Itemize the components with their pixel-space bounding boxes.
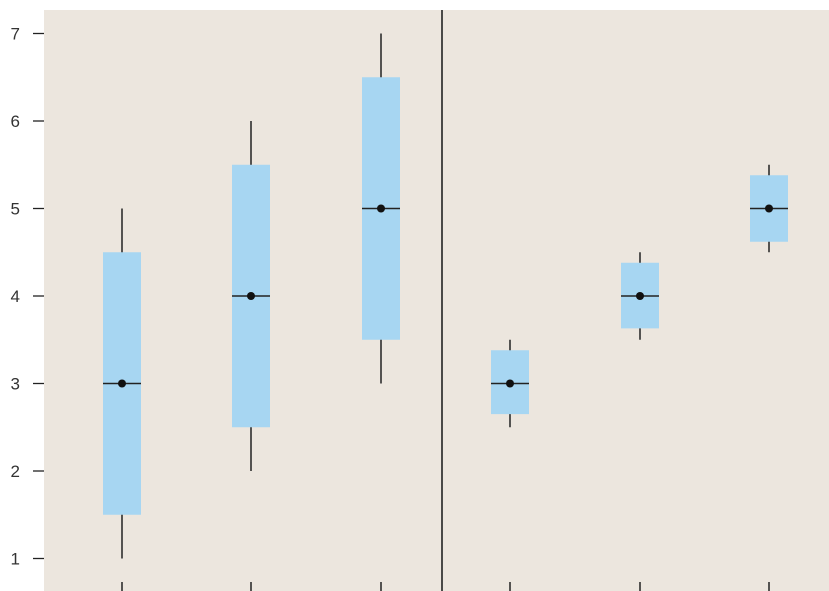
median-dot	[636, 292, 644, 300]
y-tick-label: 1	[11, 550, 20, 569]
y-tick-label: 2	[11, 462, 20, 481]
median-dot	[765, 204, 773, 213]
y-tick-label: 7	[11, 25, 20, 44]
median-dot	[118, 379, 126, 388]
median-dot	[506, 379, 514, 388]
median-dot	[377, 204, 385, 213]
box-2	[232, 121, 270, 471]
x-axis	[121, 582, 770, 591]
y-axis: 1 2 3 4 5 6 7	[11, 25, 44, 569]
box-3	[362, 33, 400, 384]
boxes-layer	[103, 33, 788, 559]
plot-background	[44, 10, 829, 591]
box-6	[750, 164, 788, 253]
y-tick-label: 3	[11, 375, 20, 394]
y-tick-label: 5	[11, 200, 20, 219]
box-4	[491, 339, 529, 428]
y-tick-label: 4	[11, 287, 20, 306]
median-dot	[247, 292, 255, 300]
box-5	[621, 252, 659, 340]
box-1	[103, 208, 141, 559]
y-tick-label: 6	[11, 112, 20, 131]
